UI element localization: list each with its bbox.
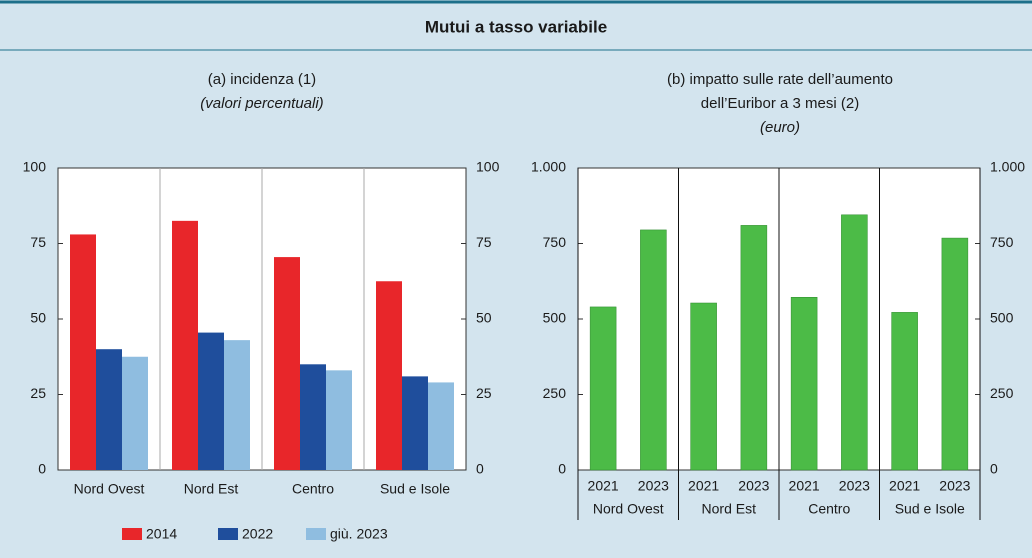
group-label: Nord Est	[702, 501, 757, 517]
x-tick-label: 2021	[789, 478, 820, 494]
bar	[70, 234, 96, 470]
y2-tick-label: 50	[476, 310, 492, 326]
legend-label: 2022	[242, 526, 273, 542]
y-tick-label: 75	[30, 234, 46, 250]
bar	[300, 364, 326, 470]
y2-tick-label: 500	[990, 310, 1014, 326]
legend-swatch	[306, 528, 326, 540]
group-label: Centro	[808, 501, 850, 517]
y2-tick-label: 25	[476, 385, 492, 401]
x-tick-label: Nord Est	[184, 481, 239, 497]
y2-tick-label: 100	[476, 159, 500, 175]
bar	[941, 237, 969, 471]
x-tick-label: 2023	[738, 478, 769, 494]
x-tick-label: 2021	[588, 478, 619, 494]
y2-tick-label: 750	[990, 234, 1014, 250]
bar	[640, 229, 667, 471]
legend-swatch	[218, 528, 238, 540]
bar	[122, 356, 148, 470]
x-tick-label: 2021	[889, 478, 920, 494]
bar	[790, 297, 818, 471]
y-tick-label: 0	[38, 461, 46, 477]
bar	[740, 225, 768, 471]
y2-tick-label: 0	[990, 461, 998, 477]
x-tick-label: 2021	[688, 478, 719, 494]
chart-title: dell’Euribor a 3 mesi (2)	[701, 95, 859, 112]
legend-swatch	[122, 528, 142, 540]
bar	[428, 382, 454, 470]
y-tick-label: 0	[558, 461, 566, 477]
y2-tick-label: 250	[990, 385, 1014, 401]
y2-tick-label: 75	[476, 234, 492, 250]
y2-tick-label: 1.000	[990, 159, 1025, 175]
bar	[172, 220, 198, 470]
page-title: Mutui a tasso variabile	[425, 17, 607, 36]
chart-title: (a) incidenza (1)	[208, 71, 316, 88]
x-tick-label: 2023	[638, 478, 669, 494]
bar	[402, 376, 428, 470]
y-tick-label: 250	[543, 385, 567, 401]
x-tick-label: Centro	[292, 481, 334, 497]
group-label: Nord Ovest	[593, 501, 664, 517]
y-tick-label: 500	[543, 310, 567, 326]
bar	[376, 281, 402, 470]
bar	[326, 370, 352, 470]
y-tick-label: 750	[543, 234, 567, 250]
y-tick-label: 50	[30, 310, 46, 326]
bar	[96, 349, 122, 470]
x-tick-label: Nord Ovest	[74, 481, 145, 497]
bar	[589, 306, 617, 471]
chart-subtitle: (euro)	[760, 119, 800, 136]
y-tick-label: 100	[23, 159, 47, 175]
x-tick-label: Sud e Isole	[380, 481, 450, 497]
chart-title: (b) impatto sulle rate dell’aumento	[667, 71, 893, 88]
y2-tick-label: 0	[476, 461, 484, 477]
bar	[224, 340, 250, 470]
group-label: Sud e Isole	[895, 501, 965, 517]
bar	[891, 312, 918, 471]
bar	[841, 214, 868, 471]
legend-label: giù. 2023	[330, 526, 388, 542]
chart-subtitle: (valori percentuali)	[200, 95, 323, 112]
legend-label: 2014	[146, 526, 177, 542]
x-tick-label: 2023	[839, 478, 870, 494]
x-tick-label: 2023	[939, 478, 970, 494]
bar	[274, 257, 300, 470]
bar	[690, 302, 717, 471]
y-tick-label: 25	[30, 385, 46, 401]
bar	[198, 332, 224, 470]
y-tick-label: 1.000	[531, 159, 566, 175]
